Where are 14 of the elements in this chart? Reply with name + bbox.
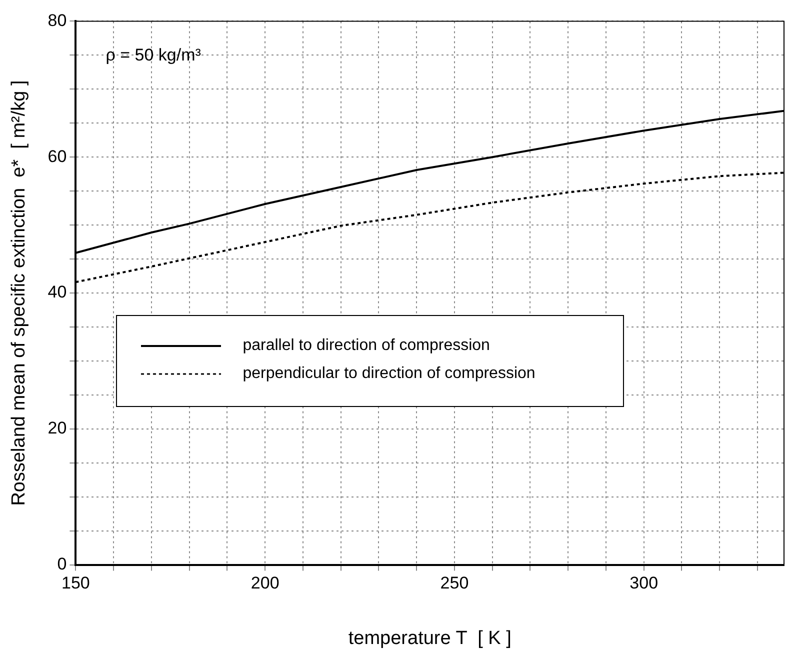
x-tick-label: 150 (62, 574, 90, 593)
annotation: ρ = 50 kg/m³ (106, 45, 202, 64)
x-tick-label: 300 (630, 574, 658, 593)
x-tick-label: 250 (440, 574, 469, 593)
legend-label: parallel to direction of compression (242, 336, 490, 355)
y-tick-label: 0 (57, 554, 67, 574)
legend-label: perpendicular to direction of compression (242, 364, 536, 383)
y-tick-label: 60 (48, 146, 67, 166)
y-axis-title: Rosseland mean of specific extinction e* [ m²/kg ] (8, 80, 30, 506)
x-tick-label: 200 (250, 574, 280, 593)
x-axis-title: temperature T [ K ] (348, 628, 512, 649)
y-tick-label: 20 (48, 418, 67, 438)
y-tick-label: 80 (48, 10, 67, 30)
y-tick-label: 40 (48, 282, 67, 302)
